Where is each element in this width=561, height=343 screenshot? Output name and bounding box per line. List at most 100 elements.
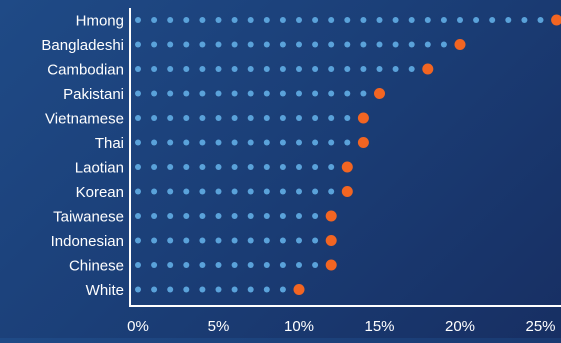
trail-dot bbox=[151, 41, 158, 48]
trail-dot bbox=[312, 139, 319, 146]
trail-dot bbox=[360, 41, 367, 48]
trail-dot bbox=[279, 66, 286, 72]
trail-dot bbox=[215, 139, 222, 146]
trail-dot bbox=[296, 237, 302, 244]
trail-dot bbox=[247, 286, 254, 293]
value-point bbox=[374, 88, 385, 99]
category-label: Laotian bbox=[75, 160, 124, 177]
trail-dot bbox=[183, 213, 190, 219]
trail-dot bbox=[231, 262, 238, 268]
value-point bbox=[341, 186, 353, 197]
x-tick-label: 5% bbox=[208, 318, 230, 335]
trail-dot bbox=[247, 139, 254, 146]
trail-dot bbox=[408, 17, 415, 23]
trail-dot bbox=[151, 17, 158, 23]
category-label: Chinese bbox=[69, 258, 124, 275]
trail-dot bbox=[279, 188, 286, 195]
trail-dot bbox=[247, 41, 254, 48]
trail-dot bbox=[167, 115, 174, 121]
trail-dot bbox=[279, 17, 286, 23]
trail-dot bbox=[167, 262, 174, 268]
trail-dot bbox=[231, 164, 238, 170]
trail-dot bbox=[521, 17, 528, 23]
trail-dot bbox=[199, 188, 206, 195]
trail-dot bbox=[263, 41, 270, 48]
dot-row bbox=[135, 137, 369, 148]
category-label: Hmong bbox=[76, 13, 124, 30]
trail-dot bbox=[392, 66, 399, 72]
trail-dot bbox=[231, 90, 238, 97]
trail-dot bbox=[328, 41, 335, 48]
trail-dot bbox=[247, 17, 254, 23]
trail-dot bbox=[215, 90, 222, 97]
trail-dot bbox=[199, 115, 206, 121]
dot-row bbox=[135, 112, 369, 124]
trail-dot bbox=[135, 262, 141, 268]
trail-dot bbox=[151, 90, 158, 97]
trail-dot bbox=[279, 213, 286, 219]
trail-dot bbox=[167, 213, 174, 219]
trail-dot bbox=[167, 164, 174, 170]
trail-dot bbox=[408, 41, 415, 48]
trail-dot bbox=[183, 237, 190, 244]
trail-dot bbox=[328, 17, 335, 23]
trail-dot bbox=[151, 286, 158, 293]
category-label: Thai bbox=[95, 135, 124, 152]
trail-dot bbox=[424, 17, 431, 23]
trail-dot bbox=[199, 90, 206, 97]
trail-dot bbox=[328, 164, 335, 170]
trail-dot bbox=[392, 17, 399, 23]
trail-dot bbox=[151, 139, 158, 146]
trail-dot bbox=[376, 17, 383, 23]
trail-dot bbox=[183, 115, 190, 121]
trail-dot bbox=[183, 139, 190, 146]
trail-dot bbox=[344, 90, 351, 97]
category-labels: Hmong Bangladeshi Cambodian Pakistani Vietna… bbox=[41, 13, 124, 300]
trail-dot bbox=[296, 90, 302, 97]
trail-dot bbox=[279, 139, 286, 146]
value-point bbox=[454, 39, 466, 50]
dot-row bbox=[135, 259, 337, 271]
trail-dot bbox=[440, 17, 447, 23]
trail-dot bbox=[296, 262, 302, 268]
trail-dot bbox=[215, 17, 222, 23]
trail-dot bbox=[247, 213, 254, 219]
trail-dot bbox=[263, 90, 270, 97]
trail-dot bbox=[183, 188, 190, 195]
dot-row bbox=[135, 210, 337, 222]
trail-dot bbox=[360, 66, 367, 72]
trail-dot bbox=[279, 164, 286, 170]
trail-dot bbox=[231, 17, 238, 23]
trail-dot bbox=[247, 262, 254, 268]
trail-dot bbox=[473, 17, 480, 23]
dot-row bbox=[135, 88, 385, 99]
trail-dot bbox=[247, 237, 254, 244]
trail-dot bbox=[151, 188, 158, 195]
trail-dot bbox=[135, 90, 141, 97]
value-point bbox=[325, 259, 337, 271]
trail-dot bbox=[167, 188, 174, 195]
dot-row bbox=[135, 235, 337, 246]
trail-dot bbox=[296, 66, 302, 72]
trail-dot bbox=[183, 262, 190, 268]
category-label: Vietnamese bbox=[45, 111, 124, 128]
trail-dot bbox=[231, 115, 238, 121]
dots-layer bbox=[135, 14, 561, 295]
trail-dot bbox=[296, 164, 302, 170]
trail-dot bbox=[247, 90, 254, 97]
dot-row bbox=[135, 14, 561, 26]
trail-dot bbox=[231, 188, 238, 195]
value-point bbox=[293, 284, 305, 295]
trail-dot bbox=[215, 66, 222, 72]
trail-dot bbox=[215, 115, 222, 121]
trail-dot bbox=[505, 17, 512, 23]
trail-dot bbox=[199, 286, 206, 293]
value-point bbox=[422, 63, 434, 75]
category-label: White bbox=[86, 282, 124, 299]
trail-dot bbox=[135, 213, 141, 219]
trail-dot bbox=[215, 286, 222, 293]
trail-dot bbox=[279, 237, 286, 244]
trail-dot bbox=[296, 139, 302, 146]
trail-dot bbox=[263, 115, 270, 121]
trail-dot bbox=[151, 115, 158, 121]
